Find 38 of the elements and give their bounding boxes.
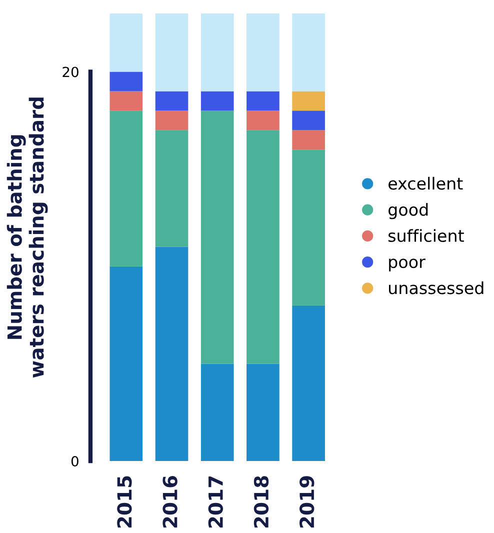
x-tick-label: 2019 xyxy=(299,476,314,528)
legend-label: sufficient xyxy=(388,229,464,242)
x-tick-label: 2016 xyxy=(162,476,178,528)
x-tick-label: 2018 xyxy=(254,476,269,528)
bar xyxy=(110,72,143,92)
bar xyxy=(110,266,143,462)
bar xyxy=(110,13,143,72)
bar xyxy=(292,91,325,111)
bar xyxy=(200,13,234,92)
bar xyxy=(155,13,188,92)
bar xyxy=(246,364,280,462)
bar xyxy=(200,110,234,364)
y-axis-title: Number of bathing waters reaching standard xyxy=(6,98,48,378)
legend-label: good xyxy=(388,202,428,220)
bar xyxy=(246,110,280,130)
bar xyxy=(155,91,188,111)
bar xyxy=(155,246,188,462)
bar xyxy=(200,364,234,462)
y-tick-label: 0 xyxy=(71,456,78,467)
legend-label: excellent xyxy=(388,176,463,190)
bar xyxy=(246,130,280,364)
bar xyxy=(246,13,280,92)
bar xyxy=(110,91,143,111)
legend-label: poor xyxy=(389,258,426,272)
bar xyxy=(110,110,143,266)
x-tick-label: 2015 xyxy=(117,476,132,528)
y-tick-label: 20 xyxy=(62,66,78,78)
bar xyxy=(155,110,188,130)
bar xyxy=(292,13,325,92)
bar xyxy=(292,130,325,150)
x-tick-label: 2017 xyxy=(208,476,223,528)
bar xyxy=(155,130,188,247)
bar xyxy=(292,110,325,130)
bar xyxy=(292,305,325,462)
bar xyxy=(200,91,234,111)
bar xyxy=(292,150,325,306)
legend-label: unassessed xyxy=(389,281,484,294)
bar xyxy=(246,91,280,111)
